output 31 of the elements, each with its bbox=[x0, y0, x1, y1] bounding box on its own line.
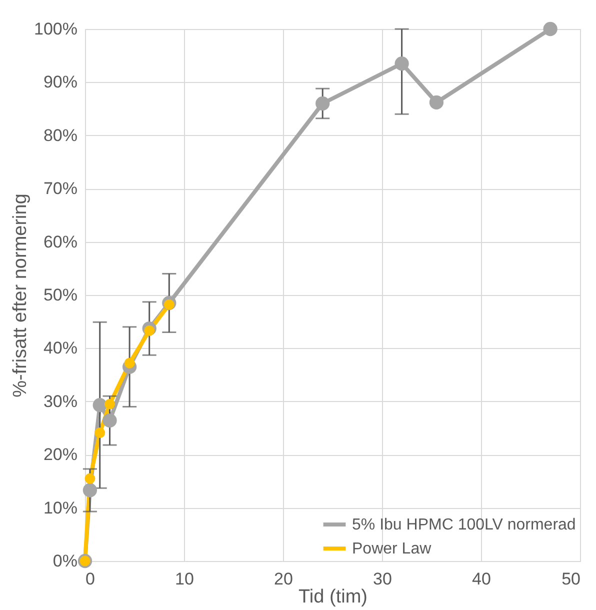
point bbox=[543, 22, 558, 36]
point bbox=[104, 398, 115, 410]
point bbox=[316, 96, 330, 111]
x-axis-title: Tid (tim) bbox=[298, 586, 368, 608]
point bbox=[394, 56, 409, 71]
point bbox=[94, 428, 106, 438]
y-tick-label: 50% bbox=[43, 286, 78, 304]
y-tick-label: 40% bbox=[43, 338, 78, 358]
y-tick-label: 90% bbox=[43, 72, 78, 92]
y-tick-label: 70% bbox=[43, 179, 78, 198]
y-tick-label: 10% bbox=[43, 498, 78, 518]
x-tick-label: 0 bbox=[86, 570, 95, 588]
y-tick-label: 0% bbox=[52, 552, 78, 570]
y-axis-title: %-frisatt efter normering bbox=[10, 194, 32, 398]
x-tick-label: 10 bbox=[175, 570, 194, 588]
point bbox=[102, 413, 117, 428]
legend-label: Power Law bbox=[352, 540, 432, 558]
point bbox=[84, 473, 96, 484]
y-tick-label: 30% bbox=[43, 392, 78, 411]
point bbox=[429, 95, 444, 110]
x-tick-label: 30 bbox=[373, 570, 392, 588]
y-tick-label: 20% bbox=[43, 445, 78, 464]
x-tick-label: 50 bbox=[562, 570, 580, 588]
y-tick-label: 80% bbox=[43, 126, 78, 145]
point bbox=[82, 483, 98, 498]
point bbox=[92, 398, 107, 412]
x-tick-label: 20 bbox=[274, 570, 293, 588]
y-tick-label: 100% bbox=[34, 20, 78, 38]
y-tick-label: 60% bbox=[43, 232, 78, 252]
legend-label: 5% Ibu HPMC 100LV normerad bbox=[352, 516, 576, 534]
x-tick-label: 40 bbox=[472, 570, 491, 588]
